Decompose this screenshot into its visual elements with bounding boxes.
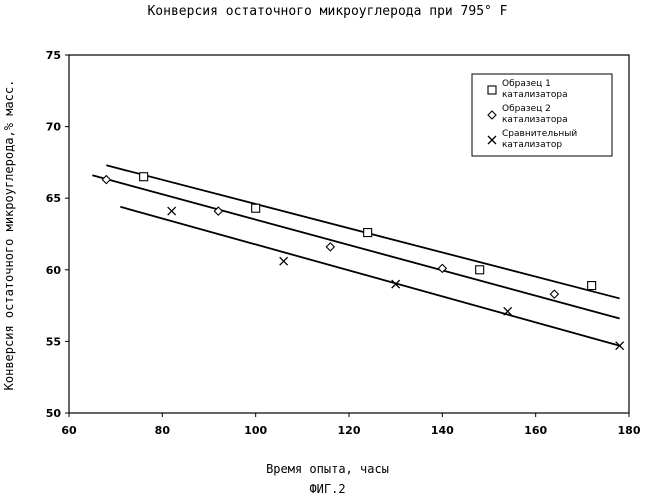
legend-marker-1: [488, 86, 496, 94]
data-point-series-1: [140, 173, 148, 181]
data-point-series-1: [252, 204, 260, 212]
x-tick-label: 180: [618, 424, 641, 437]
y-tick-label: 55: [46, 335, 61, 348]
legend-label-2-line2: катализатора: [502, 115, 568, 125]
data-point-series-2: [102, 176, 110, 184]
x-tick-label: 100: [244, 424, 267, 437]
legend-label-1-line2: катализатора: [502, 90, 568, 100]
legend-label-2-line1: Образец 2: [502, 104, 551, 114]
x-tick-label: 120: [338, 424, 361, 437]
y-tick-label: 50: [46, 407, 62, 420]
data-point-series-3: [280, 257, 288, 265]
y-tick-label: 65: [46, 192, 61, 205]
data-point-series-2: [550, 290, 558, 298]
legend-label-1-line1: Образец 1: [502, 79, 551, 89]
data-point-series-1: [476, 266, 484, 274]
legend-label-3-line1: Сравнительный: [502, 129, 577, 139]
x-tick-label: 160: [524, 424, 547, 437]
data-point-series-3: [168, 207, 176, 215]
data-point-series-2: [326, 243, 334, 251]
legend-label-3-line2: катализатор: [502, 140, 562, 150]
data-point-series-1: [364, 229, 372, 237]
x-tick-label: 80: [155, 424, 171, 437]
x-tick-label: 60: [61, 424, 77, 437]
y-tick-label: 75: [46, 49, 61, 62]
y-tick-label: 60: [46, 264, 62, 277]
trend-line-1: [106, 165, 619, 298]
y-tick-label: 70: [46, 121, 62, 134]
x-tick-label: 140: [431, 424, 454, 437]
data-point-series-1: [588, 282, 596, 290]
trend-line-3: [120, 207, 619, 346]
trend-line-2: [92, 175, 619, 318]
